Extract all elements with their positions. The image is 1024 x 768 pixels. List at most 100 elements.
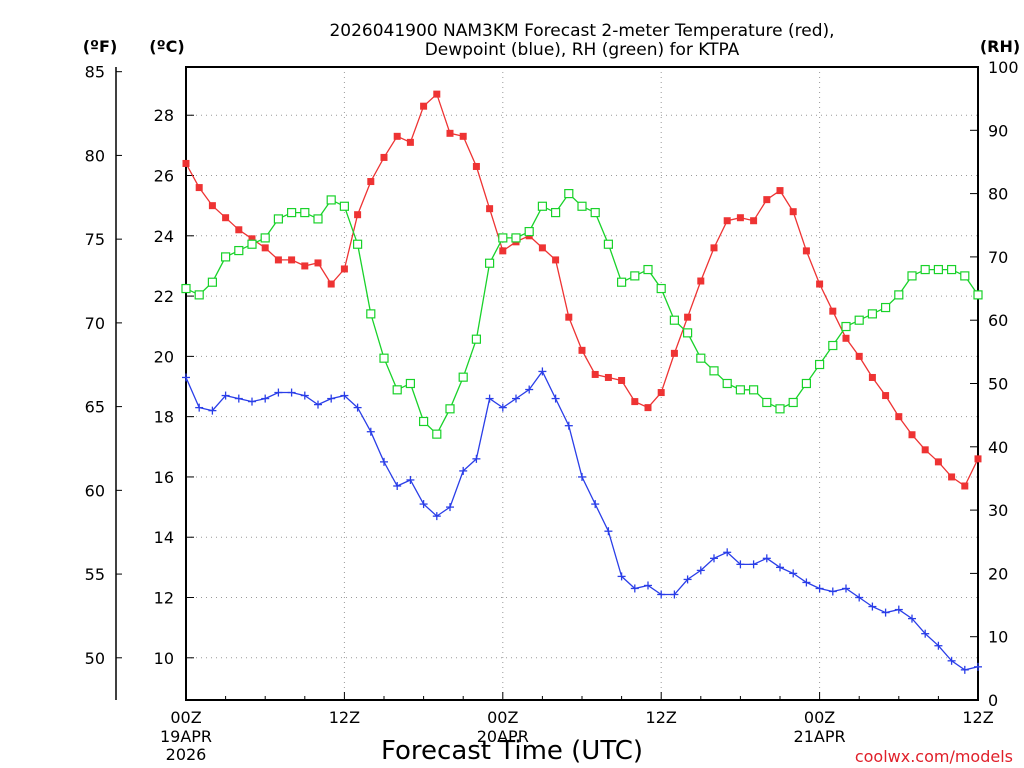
temperature-point: [433, 90, 441, 98]
rh-point: [207, 277, 217, 287]
dewpoint-point: [630, 584, 639, 593]
dewpoint-point: [353, 403, 362, 412]
dewpoint-point: [314, 400, 322, 409]
temperature-point: [948, 473, 956, 481]
rh-point: [577, 201, 587, 211]
celsius-tick-label: 20: [154, 347, 174, 366]
rh-tick-label: 0: [988, 691, 998, 710]
temperature-point: [882, 392, 890, 400]
rh-point: [221, 252, 231, 262]
dewpoint-point: [472, 454, 481, 463]
dewpoint-point: [894, 605, 903, 614]
dewpoint-point: [551, 394, 560, 403]
rh-point: [234, 245, 244, 256]
x-tick-label: 12Z: [646, 708, 677, 727]
rh-point: [313, 214, 323, 224]
temperature-point: [618, 376, 626, 384]
dewpoint-point: [947, 656, 956, 665]
dewpoint-point: [498, 403, 507, 412]
temperature-point: [670, 349, 678, 357]
dewpoint-point: [459, 466, 468, 475]
data-series: [181, 90, 983, 674]
rh-point: [867, 309, 878, 319]
celsius-tick-label: 14: [154, 528, 174, 547]
rh-point: [300, 207, 310, 218]
temperature-point: [644, 404, 652, 412]
dewpoint-point: [828, 587, 837, 596]
celsius-tick-label: 18: [154, 408, 174, 427]
dewpoint-point: [208, 406, 217, 415]
dewpoint-point: [868, 602, 877, 611]
x-tick-label: 12Z: [329, 708, 360, 727]
rh-point: [445, 404, 455, 414]
dewpoint-point: [419, 500, 428, 509]
temperature-point: [789, 208, 797, 216]
temperature-point: [842, 334, 850, 342]
dewpoint-point: [195, 403, 204, 412]
dewpoint-point: [300, 391, 309, 400]
dewpoint-point: [921, 629, 930, 638]
dewpoint-point: [842, 584, 850, 593]
fahrenheit-tick-label: 55: [85, 565, 105, 584]
temperature-point: [314, 259, 322, 267]
rh-point: [603, 239, 614, 249]
rh-point: [973, 290, 983, 300]
temperature-point: [182, 159, 190, 167]
rh-point: [339, 201, 349, 211]
rh-point: [946, 264, 957, 275]
chart-title-line2: Dewpoint (blue), RH (green) for KTPA: [425, 40, 740, 60]
fahrenheit-unit-label: (ºF): [83, 37, 118, 56]
dewpoint-point: [657, 590, 666, 599]
rh-point: [643, 264, 653, 275]
temperature-point: [578, 346, 586, 354]
temperature-point: [710, 244, 718, 252]
x-tick-date: 19APR: [160, 727, 212, 746]
dewpoint-point: [432, 512, 441, 521]
temperature-point: [301, 262, 309, 270]
rh-point: [788, 397, 798, 408]
temperature-point: [380, 153, 388, 161]
rh-point: [353, 239, 363, 249]
dewpoint-point: [815, 584, 824, 593]
rh-point: [669, 315, 680, 325]
rh-point: [709, 366, 719, 376]
rh-point: [656, 283, 666, 294]
fahrenheit-tick-label: 85: [85, 63, 105, 82]
temperature-point: [195, 184, 203, 192]
dewpoint-point: [274, 388, 283, 397]
celsius-tick-label: 16: [154, 468, 174, 487]
rh-point: [379, 353, 389, 363]
rh-tick-label: 70: [988, 248, 1008, 267]
temperature-point: [406, 138, 414, 146]
dewpoint-point: [644, 581, 652, 590]
rh-point: [194, 290, 204, 300]
temperature-point: [974, 455, 982, 463]
dewpoint-point: [564, 421, 573, 430]
temperature-point: [921, 446, 929, 454]
x-tick-label: 00Z: [170, 708, 201, 727]
rh-point: [498, 233, 508, 243]
rh-point: [405, 378, 415, 389]
temperature-point: [908, 431, 916, 439]
x-axis-label: Forecast Time (UTC): [381, 736, 643, 766]
rh-point: [511, 233, 521, 243]
temperature-point: [499, 247, 507, 255]
rh-point: [933, 264, 944, 275]
dewpoint-point: [749, 560, 758, 569]
rh-point: [682, 328, 693, 338]
dewpoint-point: [393, 481, 402, 490]
celsius-tick-label: 12: [154, 589, 174, 608]
temperature-point: [723, 217, 731, 225]
dewpoint-point: [287, 388, 296, 397]
rh-tick-label: 80: [988, 185, 1008, 204]
temperature-point: [222, 214, 230, 222]
dewpoint-point: [670, 590, 679, 599]
celsius-tick-label: 26: [154, 167, 174, 186]
dewpoint-point: [485, 394, 494, 403]
dewpoint-point: [881, 608, 890, 617]
rh-point: [630, 271, 640, 281]
dewpoint-point: [261, 394, 270, 403]
temperature-point: [763, 196, 771, 204]
rh-point: [880, 302, 891, 313]
